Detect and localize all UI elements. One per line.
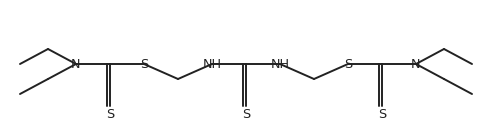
Text: S: S	[242, 107, 250, 120]
Text: NH: NH	[202, 59, 221, 72]
Text: NH: NH	[271, 59, 290, 72]
Text: S: S	[140, 57, 148, 70]
Text: N: N	[411, 57, 421, 70]
Text: N: N	[71, 57, 81, 70]
Text: S: S	[344, 57, 352, 70]
Text: S: S	[378, 107, 386, 120]
Text: S: S	[106, 107, 114, 120]
